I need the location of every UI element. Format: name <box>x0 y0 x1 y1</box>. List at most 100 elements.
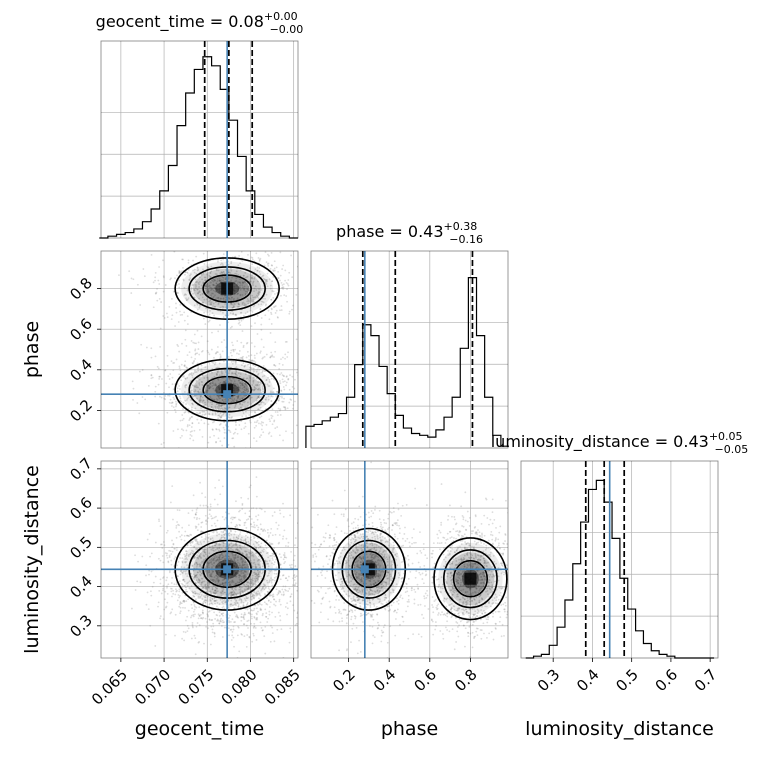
sample-point <box>272 552 275 555</box>
sample-point <box>216 565 219 568</box>
sample-point <box>273 364 275 366</box>
sample-point <box>304 569 306 571</box>
sample-point <box>131 380 134 383</box>
sample-point <box>214 592 217 595</box>
sample-point <box>215 572 218 574</box>
sample-point <box>198 579 200 581</box>
scatter-panel-geocent_time-luminosity_distance <box>100 460 309 659</box>
sample-point <box>492 554 495 557</box>
sample-point <box>178 580 181 583</box>
sample-point <box>270 542 273 545</box>
sample-point <box>212 280 215 283</box>
sample-point <box>235 566 238 569</box>
sample-point <box>268 431 271 434</box>
sample-point <box>235 500 237 503</box>
sample-point <box>396 552 398 555</box>
sample-point <box>288 587 291 590</box>
sample-point <box>358 566 360 569</box>
sample-point <box>224 529 227 532</box>
sample-point <box>269 287 272 290</box>
sample-point <box>187 581 189 584</box>
sample-point <box>227 277 230 280</box>
sample-point <box>301 550 303 552</box>
sample-point <box>230 303 232 306</box>
sample-point <box>231 579 234 582</box>
sample-point <box>253 625 256 628</box>
sample-point <box>230 401 233 403</box>
sample-point <box>239 551 242 554</box>
sample-point <box>198 400 200 402</box>
sample-point <box>276 288 279 291</box>
sample-point <box>164 633 167 636</box>
sample-point <box>248 359 251 361</box>
sample-point <box>242 362 245 365</box>
sample-point <box>502 573 505 576</box>
sample-point <box>248 380 251 383</box>
sample-point <box>254 411 256 413</box>
sample-point <box>207 320 210 323</box>
sample-point <box>209 309 211 312</box>
sample-point <box>282 286 285 289</box>
sample-point <box>307 564 309 566</box>
sample-point <box>245 553 248 556</box>
sample-point <box>419 550 422 552</box>
sample-point <box>191 422 194 424</box>
hist-panel-geocent_time: geocent_time = 0.08+0.00 −0.00 <box>96 10 303 239</box>
sample-point <box>248 414 251 416</box>
sample-point <box>247 587 250 590</box>
sample-point <box>294 576 296 579</box>
sample-point <box>215 542 218 545</box>
sample-point <box>252 571 255 574</box>
sample-point <box>251 300 254 303</box>
sample-point <box>241 364 243 367</box>
sample-point <box>173 583 176 586</box>
sample-point <box>197 348 200 350</box>
sample-point <box>264 251 267 254</box>
sample-point <box>327 381 329 383</box>
sample-point <box>254 592 257 595</box>
sample-point <box>259 273 262 276</box>
sample-point <box>192 591 195 594</box>
sample-point <box>200 594 203 596</box>
sample-point <box>218 564 221 567</box>
sample-point <box>271 559 274 561</box>
sample-point <box>284 341 287 343</box>
sample-point <box>149 590 152 593</box>
sample-point <box>243 281 246 284</box>
sample-point <box>254 627 257 629</box>
sample-point <box>278 367 281 370</box>
sample-point <box>175 402 178 405</box>
sample-point <box>195 561 197 564</box>
sample-point <box>132 387 135 390</box>
sample-point <box>257 610 259 613</box>
sample-point <box>218 556 221 559</box>
sample-point <box>244 382 246 385</box>
sample-point <box>269 531 272 534</box>
sample-point <box>187 407 190 410</box>
sample-point <box>286 607 289 610</box>
sample-point <box>251 595 254 598</box>
sample-point <box>212 295 215 298</box>
sample-point <box>254 579 257 582</box>
sample-point <box>377 586 380 589</box>
sample-point <box>219 263 222 266</box>
sample-point <box>192 259 194 262</box>
sample-point <box>249 536 252 539</box>
sample-point <box>235 301 238 304</box>
sample-point <box>269 601 272 604</box>
sample-point <box>256 574 259 576</box>
sample-point <box>278 509 281 512</box>
sample-point <box>220 617 223 620</box>
sample-point <box>195 574 197 577</box>
sample-point <box>196 541 199 544</box>
sample-point <box>221 399 224 402</box>
sample-point <box>166 601 169 604</box>
sample-point <box>442 637 445 640</box>
sample-point <box>265 261 268 264</box>
sample-point <box>209 509 212 511</box>
sample-point <box>230 269 233 272</box>
sample-point <box>276 414 279 417</box>
sample-point <box>235 314 238 317</box>
sample-point <box>492 573 495 576</box>
sample-point <box>217 395 220 398</box>
